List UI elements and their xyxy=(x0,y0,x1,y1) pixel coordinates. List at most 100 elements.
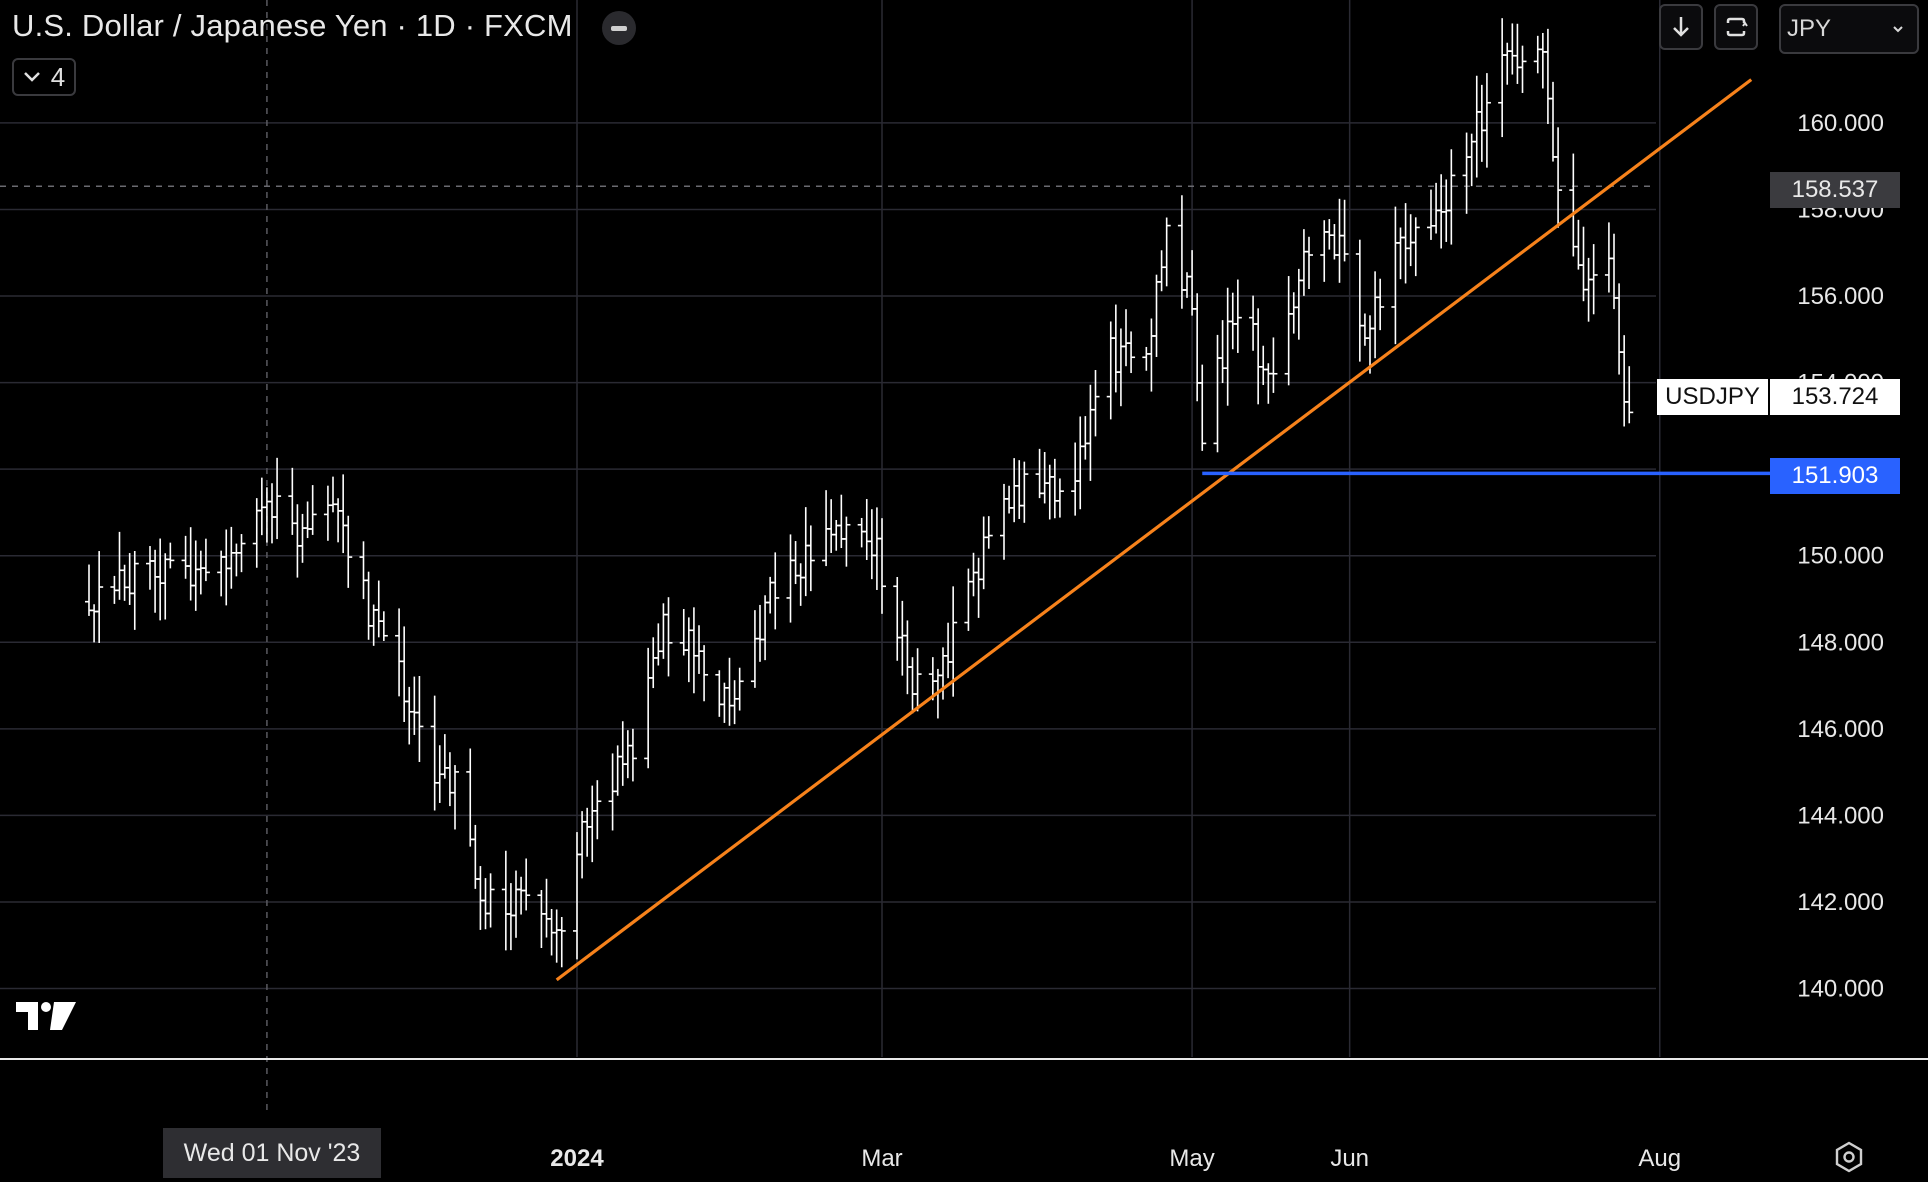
drawing-lines[interactable] xyxy=(555,78,1896,982)
chevron-down-icon xyxy=(23,72,40,82)
ohlc-bar xyxy=(1462,132,1471,214)
ohlc-bar xyxy=(913,648,922,712)
chevron-down-icon xyxy=(1893,26,1903,33)
ohlc-bar xyxy=(95,551,104,643)
ohlc-bar xyxy=(1040,452,1049,504)
ohlc-bar xyxy=(334,498,343,543)
ohlc-bar xyxy=(1294,268,1303,340)
ohlc-bar xyxy=(451,765,459,830)
ohlc-bar xyxy=(1045,464,1054,520)
ohlc-bar xyxy=(984,516,993,549)
ohlc-bar xyxy=(501,850,510,951)
ohlc-bar xyxy=(379,611,388,641)
support-level-tag[interactable]: 151.903 xyxy=(1770,458,1900,494)
ohlc-bar xyxy=(1376,278,1385,331)
ohlc-bar xyxy=(735,667,744,711)
ohlc-bar xyxy=(1604,222,1613,293)
ohlc-bar xyxy=(445,752,454,807)
ohlc-bar xyxy=(593,780,602,840)
ohlc-bar xyxy=(1162,217,1171,287)
indicator-count: 4 xyxy=(50,61,66,92)
ohlc-bar xyxy=(1620,335,1629,427)
ohlc-bar xyxy=(623,730,632,779)
ohlc-bar xyxy=(146,546,154,590)
ohlc-bar xyxy=(964,568,973,631)
ohlc-bar xyxy=(791,541,800,585)
crosshair-date-tag: Wed 01 Nov '23 xyxy=(163,1128,381,1178)
settings-gear-icon[interactable] xyxy=(1832,1140,1866,1179)
uptrend-line[interactable] xyxy=(555,78,1753,982)
ohlc-bar xyxy=(1299,229,1308,296)
ohlc-bar xyxy=(837,494,846,549)
currency-select[interactable]: JPY xyxy=(1779,4,1919,54)
ohlc-bar xyxy=(679,609,688,656)
ohlc-bar xyxy=(761,595,770,661)
ohlc-bar xyxy=(1116,328,1125,407)
ohlc-bar xyxy=(689,607,698,694)
ohlc-bar xyxy=(186,527,195,601)
ohlc-bar xyxy=(659,603,668,659)
ohlc-bar xyxy=(1427,189,1435,240)
price-tick-label: 146.000 xyxy=(1797,716,1884,743)
ohlc-bar xyxy=(191,540,200,611)
ohlc-bar xyxy=(506,883,515,951)
ohlc-bar xyxy=(1543,28,1552,125)
symbol-tag: USDJPY xyxy=(1657,379,1768,415)
time-tick-label: 2024 xyxy=(550,1145,604,1172)
ohlc-bar xyxy=(1035,448,1044,499)
price-axis[interactable]: 140.000 142.000 144.000 146.000 148.000 150.0… xyxy=(1797,110,1884,1003)
price-tick-label: 144.000 xyxy=(1797,802,1884,829)
ohlc-bar xyxy=(771,552,780,630)
ohlc-bar xyxy=(969,552,978,597)
ohlc-bar xyxy=(196,550,205,595)
ohlc-bar xyxy=(1396,227,1405,280)
ohlc-bar xyxy=(1050,458,1059,519)
ohlc-bar xyxy=(1010,458,1019,523)
ohlc-bar xyxy=(664,597,673,677)
ohlc-bar xyxy=(1055,478,1064,518)
ohlc-bar xyxy=(125,553,134,605)
time-tick-label: Aug xyxy=(1638,1145,1681,1172)
ohlc-bar xyxy=(979,516,988,590)
ohlc-bar xyxy=(1498,18,1507,138)
ohlc-bar xyxy=(1264,363,1273,404)
last-price-tag: 153.724 xyxy=(1770,379,1900,415)
ohlc-bar xyxy=(1152,274,1161,357)
ohlc-bar xyxy=(1615,283,1624,375)
time-tick-label: Mar xyxy=(861,1145,902,1172)
ohlc-bar xyxy=(522,858,531,911)
ohlc-bar xyxy=(618,721,627,786)
ohlc-bar xyxy=(115,531,124,600)
ohlc-bar xyxy=(1269,337,1278,393)
ohlc-bar xyxy=(1106,321,1115,420)
fullscreen-button[interactable] xyxy=(1714,4,1758,50)
ohlc-bar xyxy=(1406,214,1415,267)
ohlc-bar xyxy=(466,748,475,847)
ohlc-bar xyxy=(1391,206,1400,345)
ohlc-bar xyxy=(303,501,312,539)
ohlc-bar xyxy=(725,657,734,726)
ohlc-bar xyxy=(227,526,236,589)
ohlc-bar xyxy=(872,507,881,590)
download-button[interactable] xyxy=(1659,4,1703,50)
ohlc-bar xyxy=(262,487,271,543)
hide-indicators-button[interactable] xyxy=(602,11,636,45)
ohlc-bar xyxy=(613,745,622,796)
ohlc-bar xyxy=(1549,81,1557,162)
ohlc-bar xyxy=(1218,320,1227,384)
ohlc-bar xyxy=(1213,334,1222,453)
ohlc-bar xyxy=(400,626,409,723)
ohlc-bar xyxy=(1447,149,1456,245)
ohlc-bar xyxy=(786,534,795,623)
ohlc-bar xyxy=(90,604,99,643)
collapse-indicators-button[interactable]: 4 xyxy=(12,58,76,96)
ohlc-bar xyxy=(588,785,597,863)
ohlc-bar xyxy=(237,534,246,573)
ohlc-bar xyxy=(908,657,917,714)
ohlc-bar xyxy=(1472,75,1481,178)
ohlc-bar xyxy=(1533,35,1542,74)
tradingview-logo[interactable] xyxy=(14,999,78,1038)
time-axis[interactable]: 2024 Mar May Jun Aug xyxy=(550,1145,1681,1172)
ohlc-bar xyxy=(1305,236,1313,290)
